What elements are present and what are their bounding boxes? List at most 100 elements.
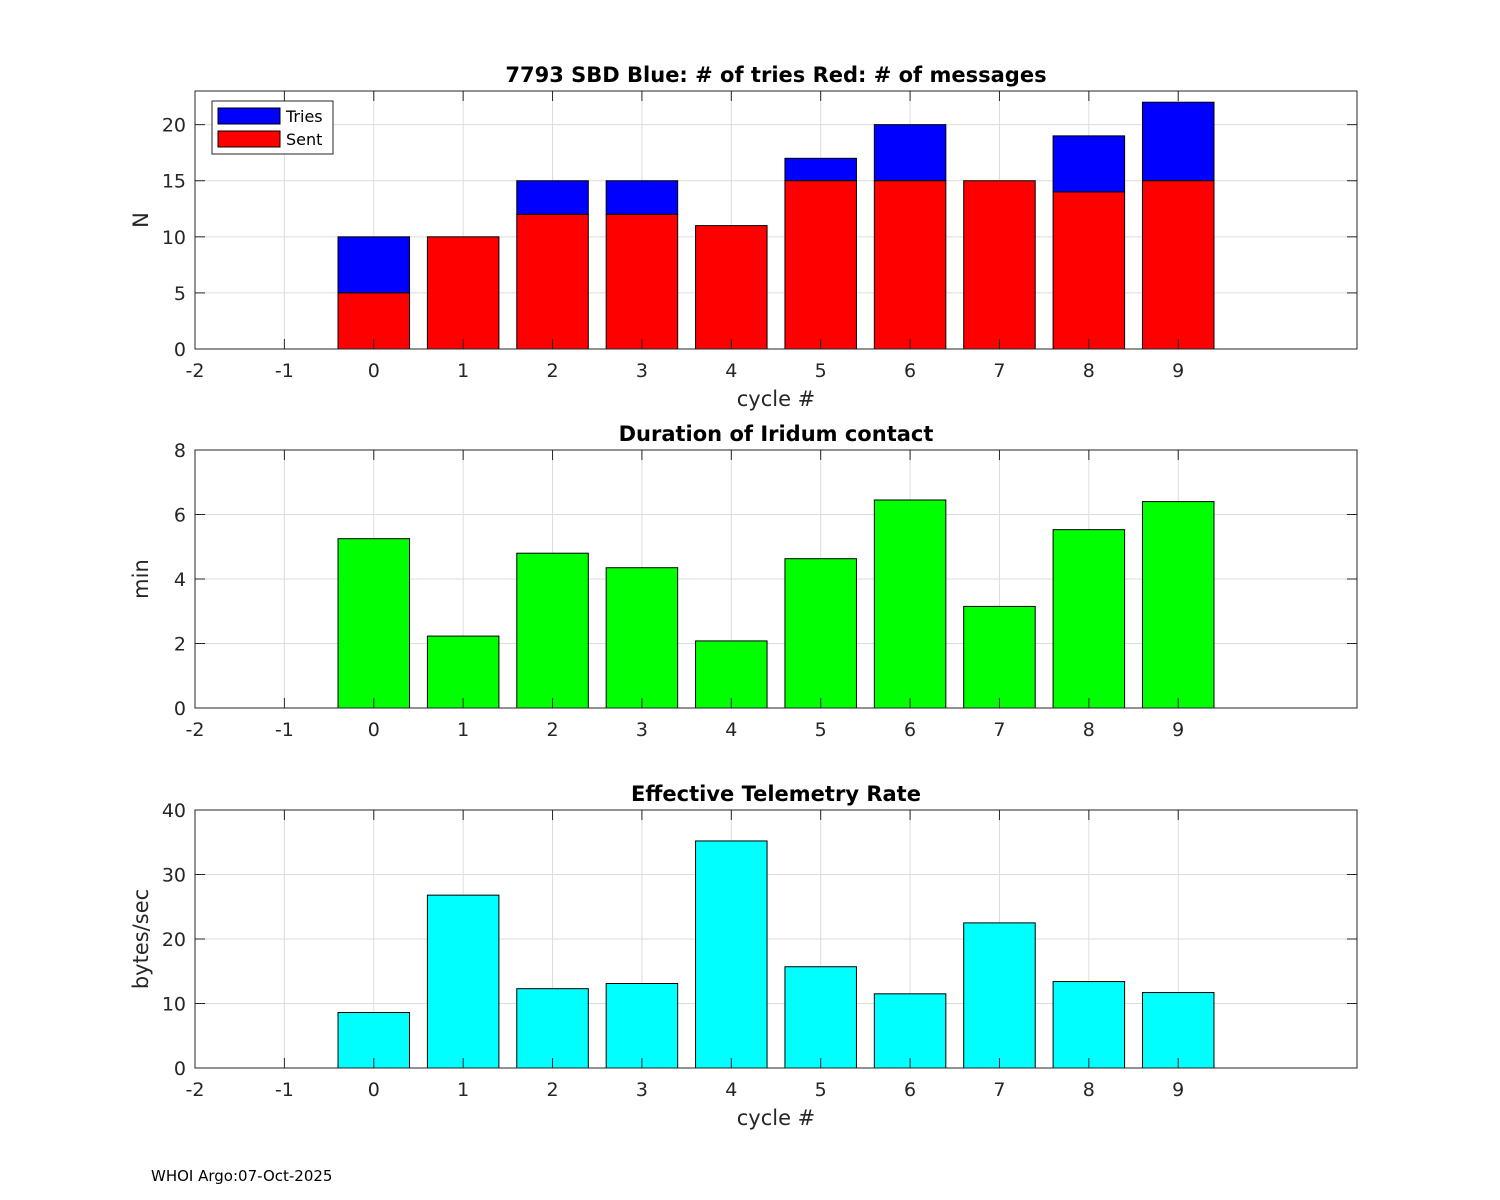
bar [1141, 992, 1215, 1069]
x-tick-label: 2 [546, 360, 558, 382]
bar-sent [695, 225, 768, 350]
x-tick-label: 4 [725, 719, 737, 741]
y-tick-label: 0 [174, 339, 186, 361]
x-tick-label: -2 [186, 719, 205, 741]
bar-tries [1141, 101, 1215, 182]
bar [873, 993, 947, 1069]
bar [1141, 501, 1215, 709]
x-tick-label: 0 [368, 360, 380, 382]
x-tick-label: 4 [725, 1079, 737, 1101]
x-tick-label: 7 [993, 360, 1005, 382]
bar [695, 640, 768, 709]
x-tick-label: 8 [1083, 360, 1095, 382]
bar [784, 966, 857, 1069]
x-tick-label: 3 [636, 360, 648, 382]
x-tick-label: 6 [904, 1079, 916, 1101]
x-tick-label: -2 [186, 360, 205, 382]
bar [426, 894, 500, 1069]
bar-tries [873, 124, 947, 182]
bar-tries [605, 180, 679, 215]
bar-tries [516, 180, 589, 215]
legend-label-tries: Tries [285, 107, 323, 126]
bar [1052, 529, 1126, 709]
x-tick-label: 7 [993, 719, 1005, 741]
x-tick-label: 3 [636, 1079, 648, 1101]
x-tick-label: 3 [636, 719, 648, 741]
axes-frame [194, 90, 1358, 350]
bar [605, 983, 679, 1069]
y-tick-label: 8 [174, 440, 186, 462]
bar [516, 552, 589, 709]
bar [516, 988, 589, 1069]
x-tick-label: 1 [457, 1079, 469, 1101]
x-tick-label: 5 [815, 1079, 827, 1101]
x-tick-label: -2 [186, 1079, 205, 1101]
bar-sent [963, 180, 1036, 350]
bar [1052, 981, 1126, 1069]
y-tick-label: 6 [174, 505, 186, 527]
y-axis-label: min [129, 559, 153, 599]
y-tick-label: 10 [162, 994, 186, 1016]
y-tick-label: 0 [174, 698, 186, 720]
bar-sent [784, 180, 857, 350]
y-tick-label: 4 [174, 569, 186, 591]
x-tick-label: -1 [275, 360, 294, 382]
bar [963, 922, 1036, 1069]
y-tick-label: 30 [162, 865, 186, 887]
y-tick-label: 2 [174, 634, 186, 656]
x-tick-label: 5 [815, 719, 827, 741]
y-tick-label: 20 [162, 929, 186, 951]
bar [873, 499, 947, 709]
bar-sent [605, 213, 679, 350]
x-tick-label: 0 [368, 719, 380, 741]
bar [784, 558, 857, 709]
y-tick-label: 0 [174, 1058, 186, 1080]
legend-label-sent: Sent [286, 130, 322, 149]
y-tick-label: 15 [162, 171, 186, 193]
bar-sent [426, 236, 500, 350]
x-tick-label: 2 [546, 719, 558, 741]
bar-sent [1141, 180, 1215, 350]
bar [337, 538, 411, 709]
bar [695, 840, 768, 1069]
bar-tries [337, 236, 411, 294]
x-tick-label: 4 [725, 360, 737, 382]
y-tick-label: 20 [162, 115, 186, 137]
bar-sent [1052, 191, 1126, 350]
x-tick-label: 1 [457, 360, 469, 382]
x-tick-label: 0 [368, 1079, 380, 1101]
bar [605, 567, 679, 709]
x-tick-label: 9 [1172, 719, 1184, 741]
chart-title: Duration of Iridum contact [619, 422, 934, 446]
x-tick-label: 6 [904, 719, 916, 741]
bar [963, 605, 1036, 709]
x-tick-label: 5 [815, 360, 827, 382]
x-tick-label: -1 [275, 719, 294, 741]
x-tick-label: 6 [904, 360, 916, 382]
y-tick-label: 5 [174, 283, 186, 305]
x-tick-label: 8 [1083, 1079, 1095, 1101]
bar-sent [516, 213, 589, 350]
legend-swatch-tries [217, 107, 281, 125]
bar-tries [784, 157, 857, 182]
legend-swatch-sent [217, 130, 281, 148]
y-tick-label: 10 [162, 227, 186, 249]
footer-stamp: WHOI Argo:07-Oct-2025 [151, 1167, 333, 1185]
bar-tries [1052, 135, 1126, 193]
x-axis-label: cycle # [737, 387, 816, 411]
y-tick-label: 40 [162, 800, 186, 822]
bar-sent [873, 180, 947, 350]
chart-title: 7793 SBD Blue: # of tries Red: # of mess… [505, 63, 1046, 87]
x-tick-label: 7 [993, 1079, 1005, 1101]
x-tick-label: 8 [1083, 719, 1095, 741]
y-axis-label: bytes/sec [129, 889, 153, 989]
x-tick-label: 2 [546, 1079, 558, 1101]
x-tick-label: 9 [1172, 1079, 1184, 1101]
chart-title: Effective Telemetry Rate [631, 782, 921, 806]
x-tick-label: 1 [457, 719, 469, 741]
bar [426, 635, 500, 709]
x-tick-label: -1 [275, 1079, 294, 1101]
x-axis-label: cycle # [737, 1106, 816, 1130]
y-axis-label: N [129, 212, 153, 228]
